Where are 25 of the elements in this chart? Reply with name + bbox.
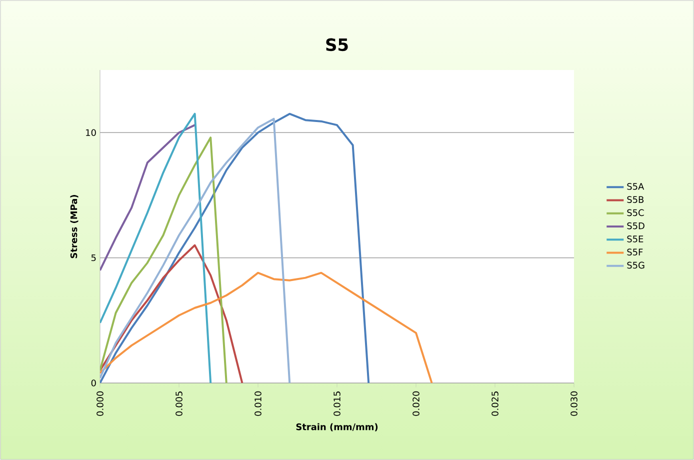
line-series	[100, 136, 228, 383]
x-tick-label: 0.010	[254, 391, 262, 416]
legend-label: S5F	[627, 248, 643, 256]
x-tick-label: 0.030	[570, 391, 578, 416]
x-tick-label: 0.005	[176, 392, 182, 416]
y-axis-title: Stress (MPa)	[70, 194, 78, 258]
legend-label: S5B	[627, 196, 644, 203]
line-series	[100, 124, 196, 272]
line-series	[100, 112, 370, 383]
x-axis-title: Strain (mm/mm)	[296, 423, 378, 432]
legend-label: S5A	[627, 183, 644, 190]
x-tick-label: 0.020	[412, 391, 420, 416]
y-tick-label: 0	[91, 380, 96, 386]
chart-title: S5	[326, 38, 348, 52]
y-tick-label: 5	[91, 254, 96, 262]
y-tick-label: 10	[86, 129, 96, 136]
legend-label: S5D	[627, 222, 644, 230]
legend-label: S5G	[627, 262, 644, 269]
line-series	[100, 244, 244, 383]
legend-label: S5C	[627, 209, 644, 216]
legend-label: S5E	[627, 236, 644, 242]
x-tick-label: 0.015	[334, 392, 340, 416]
line-series	[100, 112, 212, 383]
x-tick-label: 0.000	[96, 391, 104, 416]
x-tick-label: 0.025	[492, 392, 498, 416]
